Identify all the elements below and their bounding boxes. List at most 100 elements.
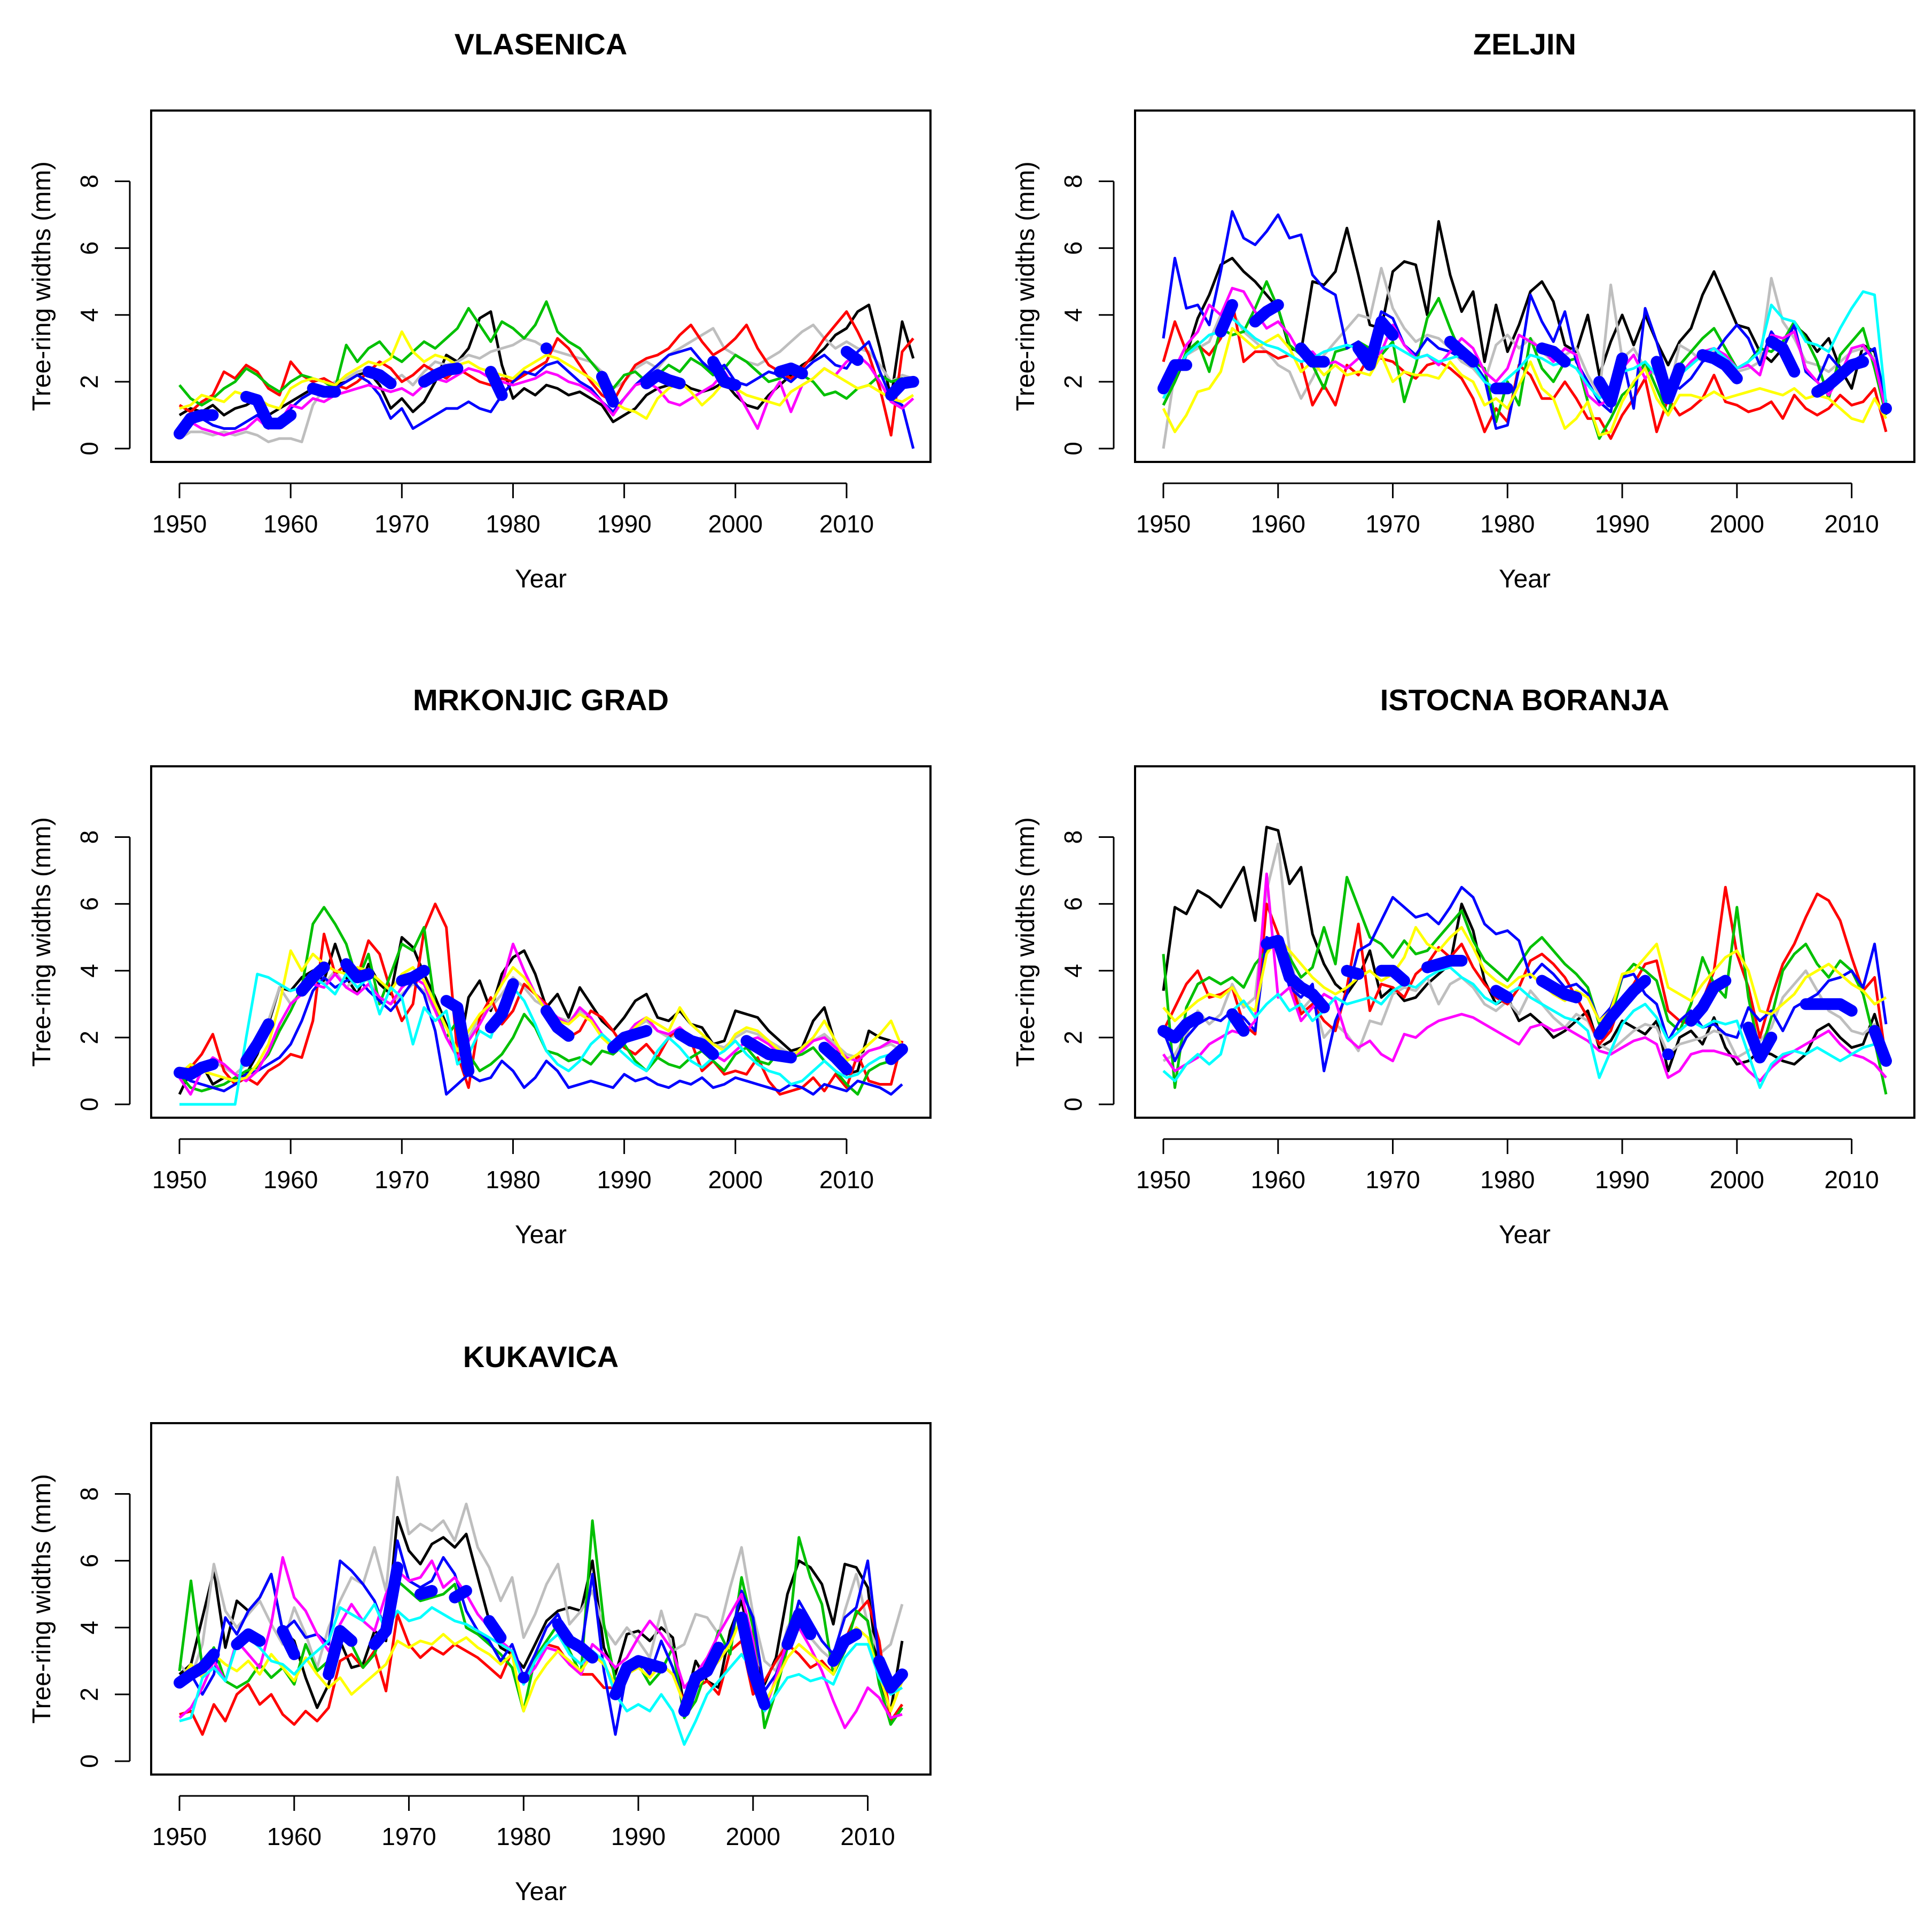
mean-line-segment [307,382,341,398]
panel-title: KUKAVICA [463,1340,619,1373]
panel-vlasenica: VLASENICA Year Tree-ring widths (mm) 195… [28,27,932,593]
mean-line-segment [240,391,297,430]
mean-line-segment [323,1625,358,1681]
series-line-cyan [179,1603,903,1746]
series-line-blue [1162,210,1888,430]
y-tick-label: 0 [75,1097,103,1111]
x-tick-label: 1990 [1595,510,1649,538]
mean-line-segment [484,366,508,401]
series-lines [174,300,919,449]
mean-line-segment [174,409,219,439]
x-tick-label: 2010 [1824,510,1879,538]
y-axis-label: Tree-ring widths (mm) [28,817,56,1067]
series-line-grey [1162,842,1888,1062]
series-line-magenta [1162,287,1888,412]
y-tick-label: 6 [1059,241,1087,255]
y-tick-label: 4 [75,308,103,322]
plot-frame [150,1422,932,1776]
mean-line-segment [885,1043,908,1065]
mean-line-segment [774,362,808,380]
mean-line-segment [369,1561,403,1651]
y-axis-label: Tree-ring widths (mm) [1012,161,1040,411]
series-line-blue [178,340,915,449]
x-axis-label: Year [1499,565,1551,593]
mean-line-segment [1593,975,1651,1040]
series-line-cyan [1162,966,1887,1089]
mean-line-segment [483,1615,507,1644]
y-axis: 0 2 4 6 8 [75,175,131,456]
mean-line-segment [1295,342,1330,368]
x-tick-label: 1980 [1480,510,1535,538]
x-tick-label: 1990 [1595,1166,1649,1194]
panel-title: MRKONJIC GRAD [413,683,669,717]
series-lines [1157,210,1892,449]
x-tick-label: 1970 [374,1166,429,1194]
x-tick-label: 2010 [840,1823,895,1850]
mean-line-segment [277,1625,300,1660]
series-line-cyan [1162,290,1888,405]
y-tick-label: 4 [75,964,103,978]
x-axis-label: Year [515,565,567,593]
mean-line-segment [827,1628,863,1667]
y-tick-label: 0 [75,1754,103,1768]
x-tick-label: 1980 [486,510,540,538]
y-tick-label: 0 [1059,1097,1087,1111]
y-tick-label: 4 [1059,308,1087,322]
mean-line-segment [396,964,430,987]
series-lines [174,902,908,1106]
y-tick-label: 8 [75,1487,103,1501]
mean-line-point [518,1671,530,1684]
mean-line-segment [740,1035,797,1064]
plot-frame [1134,765,1915,1119]
x-tick-label: 1960 [263,1166,318,1194]
panel-mrkonjic-grad: MRKONJIC GRAD Year Tree-ring widths (mm)… [28,683,932,1249]
mean-line-segment [1868,1025,1892,1067]
x-tick-label: 1960 [267,1823,322,1850]
mean-line-segment [1800,998,1858,1017]
mean-line-segment [340,958,374,984]
mean-line-segment [1651,356,1686,405]
mean-line-segment [1742,1022,1778,1064]
mean-line-segment [781,1608,817,1651]
y-axis-label: Tree-ring widths (mm) [28,161,56,411]
x-tick-label: 1980 [486,1166,540,1194]
mean-line-segment [707,356,741,391]
y-axis-label: Tree-ring widths (mm) [1012,817,1040,1067]
y-tick-label: 8 [75,175,103,189]
mean-line-segment [1249,299,1284,328]
x-axis: 1950 1960 1970 1980 1990 2000 2010 [152,1795,895,1850]
y-tick-label: 0 [1059,442,1087,456]
y-tick-label: 2 [75,375,103,389]
mean-line-segment [1375,964,1410,987]
y-tick-label: 2 [1059,375,1087,389]
mean-line-segment [1444,335,1479,368]
y-tick-label: 2 [75,1031,103,1045]
y-axis: 0 2 4 6 8 [75,830,131,1111]
x-axis: 1950 1960 1970 1980 1990 2000 2010 [1136,1138,1879,1194]
panel-title: ISTOCNA BORANJA [1380,683,1669,717]
mean-line-segment [609,1655,667,1700]
y-tick-label: 6 [75,1554,103,1568]
panel-kukavica: KUKAVICA Year Tree-ring widths (mm) 1950… [28,1340,932,1906]
mean-line-segment [873,1655,908,1694]
y-tick-label: 2 [75,1687,103,1701]
mean-line-segment [840,346,864,366]
y-tick-label: 0 [75,442,103,456]
mean-line-segment [1261,935,1330,1014]
x-tick-label: 1960 [1251,510,1305,538]
y-tick-label: 4 [75,1621,103,1635]
mean-line-segment [240,1018,275,1067]
mean-line-segment [440,995,475,1077]
mean-line-segment [1352,316,1399,371]
y-axis: 0 2 4 6 8 [1059,830,1115,1111]
x-tick-label: 1990 [611,1823,666,1850]
mean-line-segment [1226,1008,1250,1037]
mean-line-segment [640,369,686,389]
mean-line-segment [1157,359,1192,395]
x-tick-label: 1970 [381,1823,436,1850]
y-tick-label: 8 [1059,830,1087,844]
mean-line-segment [540,1004,575,1042]
mean-line-segment [736,1612,771,1710]
x-axis: 1950 1960 1970 1980 1990 2000 2010 [1136,482,1879,538]
